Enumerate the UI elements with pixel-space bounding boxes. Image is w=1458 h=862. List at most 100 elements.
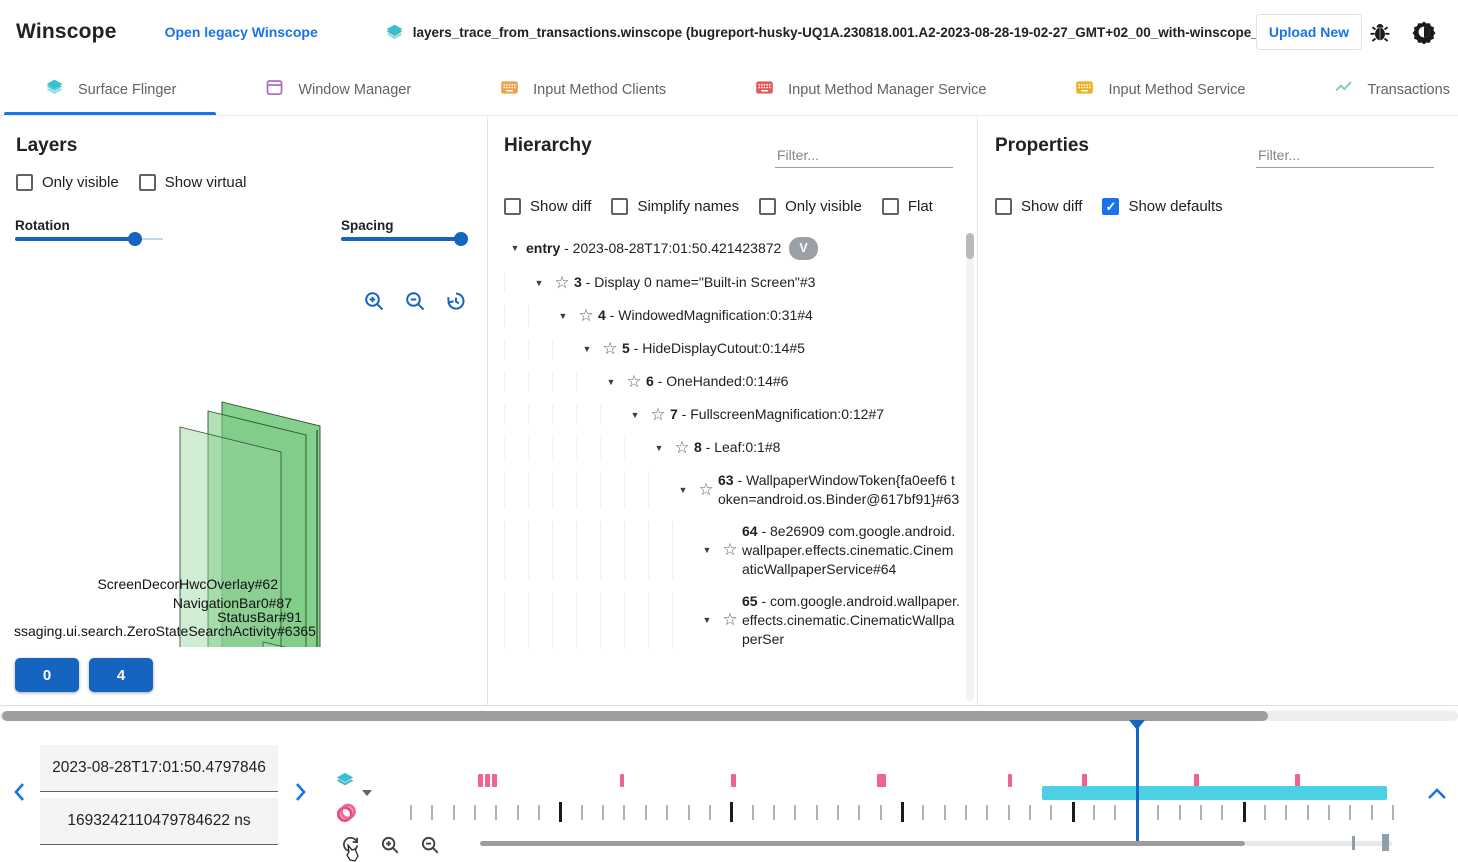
tree-node-entry[interactable]: ▼ entry - 2023-08-28T17:01:50.421423872 V — [488, 230, 961, 266]
tree-node-6[interactable]: ▼ ☆ 6 - OneHanded:0:14#6 — [488, 365, 961, 398]
tree-node-5[interactable]: ▼ ☆ 5 - HideDisplayCutout:0:14#5 — [488, 332, 961, 365]
tree-node-4[interactable]: ▼ ☆ 4 - WindowedMagnification:0:31#4 — [488, 299, 961, 332]
collapse-arrow-icon[interactable]: ▼ — [582, 343, 592, 354]
hierarchy-checkbox-flat[interactable]: Flat — [881, 198, 933, 215]
hierarchy-checkbox-simplify-names[interactable]: Simplify names — [611, 198, 739, 215]
content-hscrollbar-thumb[interactable] — [2, 711, 1268, 721]
tab-input-method-service[interactable]: Input Method Service — [1030, 64, 1289, 115]
transition-marker[interactable] — [1194, 774, 1199, 787]
layer-label[interactable]: NavigationBar0#87 — [172, 595, 292, 611]
collapse-arrow-icon[interactable]: ▼ — [702, 545, 712, 555]
tab-input-method-clients[interactable]: Input Method Clients — [455, 64, 710, 115]
collapse-arrow-icon[interactable]: ▼ — [630, 409, 640, 420]
tab-surface-flinger[interactable]: Surface Flinger — [0, 64, 220, 115]
sf-trace-range-bar[interactable] — [1042, 786, 1387, 800]
rotation-slider[interactable] — [15, 232, 163, 246]
collapse-arrow-icon[interactable]: ▼ — [558, 310, 568, 321]
checkbox-checked[interactable]: ✓ — [1102, 198, 1120, 215]
tree-node-65[interactable]: ▼ ☆ 65 - com.google.android.wallpaper.effe… — [488, 585, 961, 655]
rotation-slider-thumb[interactable] — [127, 232, 142, 246]
transition-marker[interactable] — [731, 774, 736, 787]
transition-marker[interactable] — [620, 774, 624, 787]
collapse-arrow-icon[interactable]: ▼ — [702, 615, 712, 625]
zoom-in-icon[interactable] — [362, 289, 386, 313]
playhead[interactable] — [1136, 728, 1139, 842]
zoom-out-icon[interactable] — [403, 289, 427, 313]
layers-checkbox-show-virtual[interactable]: Show virtual — [138, 174, 246, 191]
transition-marker[interactable] — [1008, 774, 1012, 787]
checkbox-unchecked[interactable] — [759, 198, 777, 215]
checkbox-unchecked[interactable] — [995, 198, 1012, 215]
spacing-slider-thumb[interactable] — [454, 232, 468, 246]
collapse-arrow-icon[interactable]: ▼ — [606, 376, 616, 387]
collapse-timeline-icon[interactable] — [1426, 786, 1448, 801]
collapse-arrow-icon[interactable]: ▼ — [678, 484, 688, 495]
display-button-0[interactable]: 0 — [15, 658, 79, 692]
transition-marker[interactable] — [877, 774, 886, 787]
trace-select-dropdown-icon[interactable] — [360, 788, 374, 798]
layer-label[interactable]: StatusBar#91 — [217, 609, 302, 625]
layers-checkbox-only-visible[interactable]: Only visible — [16, 174, 119, 191]
playhead-handle[interactable] — [1129, 720, 1145, 730]
layer-label[interactable]: ssaging.ui.search.ZeroStateSearchActivit… — [14, 623, 316, 639]
checkbox-unchecked[interactable] — [881, 198, 899, 215]
tab-input-method-manager-service[interactable]: Input Method Manager Service — [710, 64, 1030, 115]
checkbox-unchecked[interactable] — [138, 174, 156, 191]
timeline-zoom-out-icon[interactable] — [419, 834, 441, 856]
hierarchy-scrollbar[interactable] — [966, 233, 974, 701]
timeline-scrollbar[interactable] — [480, 841, 1245, 846]
prev-entry-icon[interactable] — [10, 780, 30, 804]
tree-node-63[interactable]: ▼ ☆ 63 - WallpaperWindowToken{fa0eef6 toke… — [488, 464, 961, 515]
checkbox-unchecked[interactable] — [504, 198, 521, 215]
pin-star-icon[interactable]: ☆ — [722, 540, 738, 559]
tree-node-64[interactable]: ▼ ☆ 64 - 8e26909 com.google.android.wallpa… — [488, 515, 961, 585]
layers-3d-view[interactable] — [0, 247, 486, 754]
transition-marker[interactable] — [1082, 774, 1087, 787]
upload-new-button[interactable]: Upload New — [1255, 14, 1362, 50]
properties-filter-input[interactable] — [1256, 143, 1434, 168]
pin-star-icon[interactable]: ☆ — [578, 305, 594, 325]
tree-node-3[interactable]: ▼ ☆ 3 - Display 0 name="Built-in Screen"#3 — [488, 266, 961, 299]
checkbox-unchecked[interactable] — [16, 174, 33, 191]
checkbox-unchecked[interactable] — [611, 198, 629, 215]
tree-node-8[interactable]: ▼ ☆ 8 - Leaf:0:1#8 — [488, 431, 961, 464]
collapse-arrow-icon[interactable]: ▼ — [534, 277, 544, 288]
pin-star-icon[interactable]: ☆ — [698, 479, 714, 499]
layer-label[interactable]: ScreenDecorHwcOverlay#62 — [97, 576, 278, 592]
transition-marker[interactable] — [485, 774, 490, 787]
pin-star-icon[interactable]: ☆ — [674, 437, 690, 457]
hierarchy-checkbox-only-visible[interactable]: Only visible — [759, 198, 862, 215]
pin-star-icon[interactable]: ☆ — [602, 338, 618, 358]
properties-checkbox-show-diff[interactable]: Show diff — [995, 198, 1082, 215]
dark-mode-toggle-icon[interactable] — [1412, 20, 1436, 44]
transition-marker[interactable] — [1295, 774, 1300, 787]
pin-star-icon[interactable]: ☆ — [650, 404, 666, 424]
timeline-scroll-handle[interactable] — [1382, 834, 1389, 851]
hierarchy-filter-input[interactable] — [775, 143, 953, 168]
timeline-zoom-in-icon[interactable] — [379, 834, 401, 856]
pin-star-icon[interactable]: ☆ — [722, 610, 738, 629]
hierarchy-checkbox-show-diff[interactable]: Show diff — [504, 198, 591, 215]
display-button-4[interactable]: 4 — [89, 658, 153, 692]
ruler-tick — [1307, 805, 1309, 820]
collapse-arrow-icon[interactable]: ▼ — [510, 243, 520, 253]
tab-transactions[interactable]: Transactions — [1289, 64, 1458, 115]
timestamp-ns-input[interactable] — [40, 798, 278, 845]
transition-marker[interactable] — [478, 774, 483, 787]
open-legacy-winscope-link[interactable]: Open legacy Winscope — [164, 24, 318, 40]
reset-view-icon[interactable] — [444, 289, 468, 313]
pin-star-icon[interactable]: ☆ — [626, 371, 642, 391]
collapse-arrow-icon[interactable]: ▼ — [654, 442, 664, 453]
transition-marker[interactable] — [492, 774, 497, 787]
spacing-slider[interactable] — [341, 232, 468, 246]
timestamp-input[interactable] — [40, 745, 278, 792]
transitions-trace-icon[interactable] — [334, 799, 360, 825]
properties-checkbox-show-defaults[interactable]: ✓ Show defaults — [1102, 198, 1223, 215]
tree-node-7[interactable]: ▼ ☆ 7 - FullscreenMagnification:0:12#7 — [488, 398, 961, 431]
tab-window-manager[interactable]: Window Manager — [220, 64, 455, 115]
report-bug-icon[interactable] — [1368, 20, 1392, 44]
pin-star-icon[interactable]: ☆ — [554, 272, 570, 292]
next-entry-icon[interactable] — [290, 780, 310, 804]
surface-flinger-trace-icon[interactable] — [334, 770, 356, 792]
timeline-scrollbar-track[interactable] — [1245, 841, 1392, 846]
